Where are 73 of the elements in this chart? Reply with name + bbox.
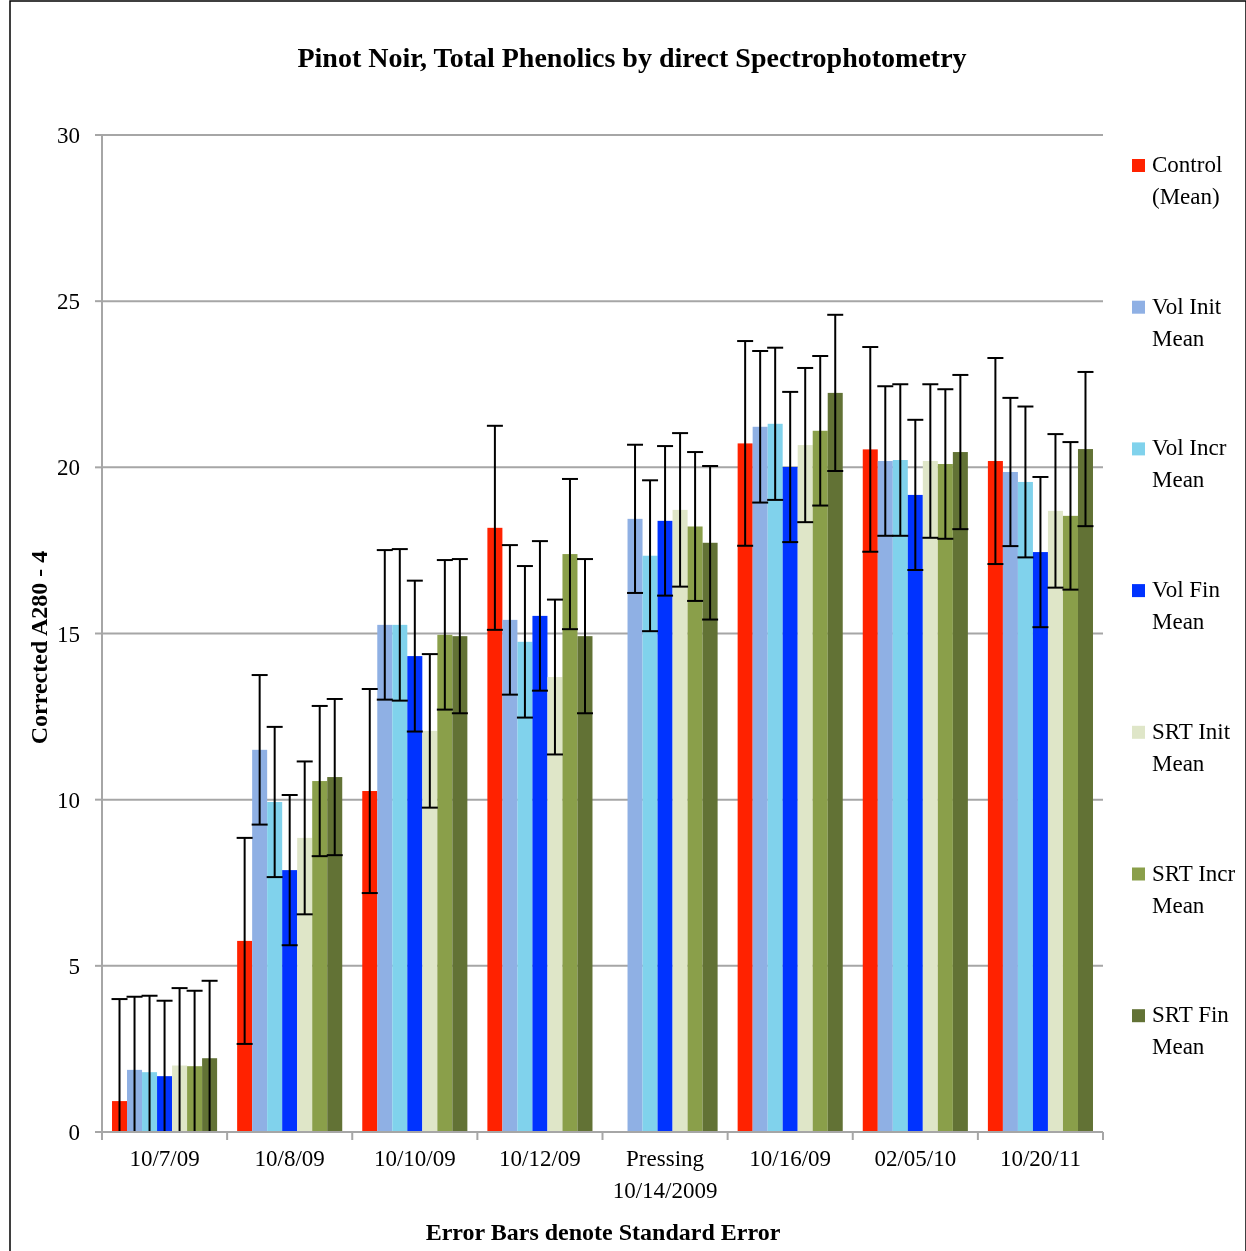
bar — [642, 555, 658, 1132]
y-tick-label: 0 — [68, 1120, 80, 1145]
x-tick-label: 02/05/10 — [874, 1146, 957, 1171]
bar — [237, 940, 253, 1132]
bar — [437, 634, 453, 1132]
x-tick-label: 10/12/09 — [499, 1146, 581, 1171]
x-tick-label: 10/10/09 — [373, 1146, 456, 1171]
bar — [797, 445, 813, 1132]
bar — [812, 430, 828, 1132]
x-axis-title: Error Bars denote Standard Error — [425, 1219, 781, 1245]
bar — [737, 443, 753, 1132]
bar — [672, 509, 688, 1132]
legend-label: SRT Init Mean — [1152, 718, 1231, 776]
bar — [502, 619, 518, 1132]
x-tick-label: 10/8/09 — [254, 1146, 325, 1171]
bar — [282, 870, 298, 1132]
bar — [687, 526, 703, 1132]
y-axis-title: Corrected A280 - 4 — [26, 550, 52, 745]
bar — [782, 467, 798, 1132]
y-tick-label: 20 — [57, 455, 80, 481]
bar — [377, 624, 393, 1132]
bar — [862, 449, 878, 1132]
bar — [657, 520, 673, 1132]
bar — [752, 426, 768, 1132]
bar — [937, 464, 953, 1132]
legend-label: Vol Init Mean — [1152, 293, 1222, 351]
y-tick-label: 30 — [57, 123, 80, 148]
legend-label: Vol Fin Mean — [1152, 577, 1221, 635]
x-tick-label: 10/7/09 — [129, 1146, 200, 1171]
bar — [487, 527, 503, 1132]
legend-label: SRT Fin Mean — [1152, 1002, 1230, 1060]
bar — [827, 392, 843, 1132]
bar — [892, 460, 908, 1132]
bar — [922, 461, 938, 1132]
y-tick-label: 15 — [57, 621, 80, 647]
bar — [627, 518, 643, 1132]
bar — [362, 791, 378, 1132]
legend-label: Control (Mean) — [1152, 152, 1223, 209]
bar — [1017, 481, 1033, 1132]
y-tick-label: 5 — [68, 953, 80, 979]
bar — [452, 636, 468, 1132]
bar — [987, 461, 1003, 1132]
legend-label: SRT Incr Mean — [1152, 860, 1236, 918]
legend-label: Vol Incr Mean — [1152, 435, 1227, 493]
bar — [1062, 515, 1078, 1132]
bar — [312, 781, 328, 1132]
bar — [952, 452, 968, 1132]
bar — [532, 615, 548, 1132]
chart-title: Pinot Noir, Total Phenolics by direct Spectrophotometry — [297, 42, 967, 73]
bar — [577, 636, 593, 1132]
bar — [267, 801, 283, 1132]
y-tick-label: 25 — [57, 289, 80, 315]
bar — [327, 777, 343, 1132]
bar — [877, 461, 893, 1132]
x-tick-label: Pressing 10/14/2009 — [612, 1146, 718, 1203]
y-tick-label: 10 — [57, 787, 80, 813]
x-tick-label: 10/16/09 — [749, 1146, 832, 1171]
bar — [297, 837, 313, 1132]
bar — [767, 423, 783, 1132]
bar — [547, 677, 563, 1132]
bar — [702, 542, 718, 1132]
bar — [1077, 449, 1093, 1132]
bar — [392, 624, 408, 1132]
bar — [422, 730, 438, 1132]
x-tick-label: 10/20/11 — [999, 1146, 1081, 1171]
bar — [1032, 552, 1048, 1132]
bar — [907, 494, 923, 1132]
bar — [517, 641, 533, 1132]
bar — [562, 554, 578, 1132]
bar — [407, 656, 423, 1132]
bar — [252, 749, 268, 1132]
bar — [1047, 510, 1063, 1132]
bar — [1002, 471, 1018, 1132]
